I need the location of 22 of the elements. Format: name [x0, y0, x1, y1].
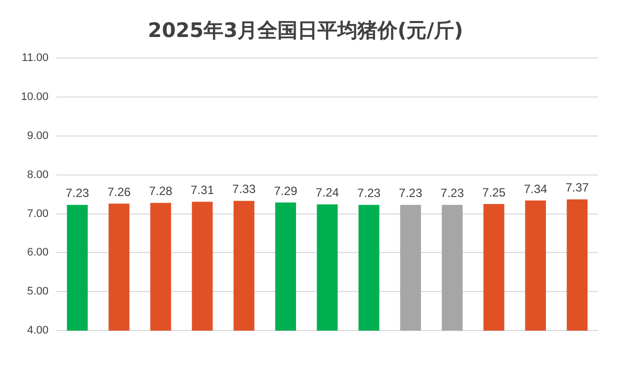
data-label: 7.29 [274, 184, 298, 198]
data-label: 7.23 [66, 186, 90, 200]
y-tick-label: 4.00 [27, 324, 49, 337]
y-tick-label: 7.00 [27, 208, 49, 220]
data-label: 7.25 [482, 185, 506, 200]
y-tick-label: 6.00 [27, 246, 49, 259]
y-tick-label: 5.00 [27, 286, 49, 298]
data-label: 7.28 [148, 184, 173, 198]
data-label: 7.37 [565, 180, 590, 195]
y-tick-label: 10.00 [20, 90, 49, 103]
data-label: 7.23 [398, 186, 423, 200]
data-label: 7.34 [524, 182, 548, 196]
data-label: 7.26 [107, 184, 132, 199]
y-tick-label: 11.00 [22, 52, 49, 64]
chart-title: 2025年3月全国日平均猪价(元/斤) [148, 18, 464, 42]
data-label: 7.31 [190, 183, 214, 198]
y-tick-label: 9.00 [27, 130, 49, 142]
data-label: 7.23 [357, 186, 381, 200]
y-tick-label: 8.00 [27, 168, 49, 181]
data-label: 7.33 [232, 182, 256, 196]
data-label: 7.23 [440, 186, 464, 200]
data-label: 7.24 [316, 186, 340, 200]
